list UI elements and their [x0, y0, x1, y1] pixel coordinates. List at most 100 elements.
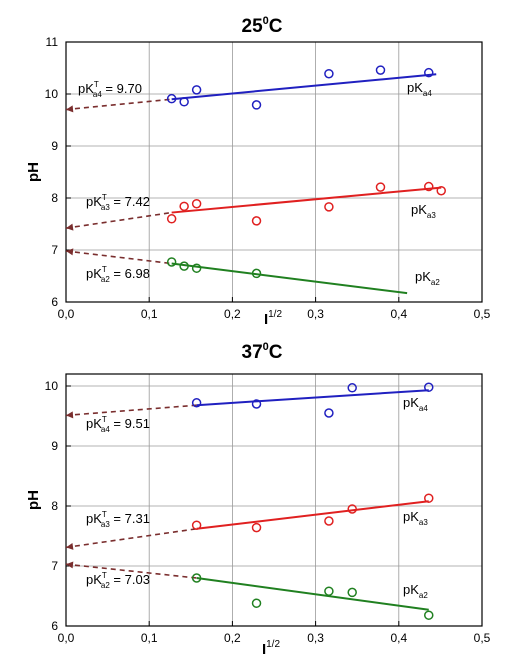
y-tick-label: 9: [51, 439, 58, 453]
data-point-pka3: [251, 522, 262, 533]
x-tick-label: 0,0: [58, 307, 75, 321]
chart-25c: 250C 0,0 0,1 0,2 0,3 0,4 0,5 6 7 8 9 10 11 pH I1/2…: [25, 15, 491, 328]
data-point-pka3: [324, 516, 334, 526]
data-point-pka4: [424, 67, 434, 78]
data-point-pka4: [324, 408, 334, 418]
data-point-pka3: [179, 201, 189, 212]
data-point-pka4: [191, 398, 202, 408]
y-tick-label: 10: [45, 87, 59, 101]
y-tick-label: 11: [46, 35, 59, 49]
title-degree: 0: [263, 15, 269, 27]
data-point-pka3: [324, 202, 334, 212]
extrapolation-line-pka2: [65, 250, 172, 265]
x-axis-label-main: I: [264, 311, 268, 328]
chart-25c-intercept-pka2: pKT a2 = 6.98: [86, 265, 150, 284]
fit-line-pka2: [196, 577, 429, 611]
x-tick-label: 0,4: [390, 631, 407, 645]
chart-37c-series: [65, 382, 434, 620]
data-point-pka4: [191, 85, 202, 95]
extrapolation-line-pka4: [65, 98, 172, 111]
intercept-arrowhead-pka3: [66, 223, 74, 231]
chart-37c-y-ticks: 6 7 8 9 10: [45, 379, 71, 633]
x-axis-label-main: I: [262, 641, 266, 658]
data-point-pka2: [251, 268, 262, 279]
y-tick-label: 6: [51, 619, 58, 633]
intercept-arrowhead-pka2: [66, 248, 74, 256]
data-point-pka4: [424, 382, 434, 392]
y-tick-label: 9: [51, 139, 58, 153]
fit-line-pka4: [196, 389, 429, 407]
data-point-pka3: [424, 181, 434, 192]
data-point-pka3: [251, 216, 262, 226]
chart-25c-intercept-pka3: pKT a3 = 7.42: [86, 193, 150, 212]
intercept-arrowhead-pka4: [66, 411, 74, 419]
chart-37c-x-ticks: 0,0 0,1 0,2 0,3 0,4 0,5: [58, 621, 491, 645]
extrapolation-line-pka3: [65, 528, 197, 549]
chart-25c-x-ticks: 0,0 0,1 0,2 0,3 0,4 0,5: [58, 297, 491, 321]
chart-37c-y-axis-label: pH: [25, 490, 42, 510]
x-axis-label-superscript: 1/2: [268, 309, 282, 320]
chart-25c-intercept-pka4: pKT a4 = 9.70: [78, 80, 142, 99]
data-point-pka3: [191, 198, 202, 209]
chart-37c-series-label-pka4: pKa4: [403, 395, 428, 413]
x-axis-label-superscript: 1/2: [266, 639, 280, 650]
chart-25c-y-axis-label: pH: [25, 162, 42, 182]
extrapolation-line-pka3: [65, 211, 172, 229]
intercept-arrowhead-pka2: [66, 561, 74, 569]
title-degree: 0: [263, 341, 269, 353]
y-tick-label: 6: [51, 295, 58, 309]
data-point-pka2: [191, 263, 202, 273]
fit-line-pka2: [171, 262, 408, 295]
extrapolation-line-pka2: [65, 563, 197, 579]
intercept-arrowhead-pka3: [66, 542, 74, 550]
y-tick-label: 8: [51, 499, 58, 513]
data-point-pka4: [324, 68, 334, 79]
fit-line-pka3: [196, 500, 429, 530]
data-point-pka2: [251, 598, 262, 608]
x-tick-label: 0,5: [474, 631, 491, 645]
chart-37c-intercept-pka4: pKT a4 = 9.51: [86, 415, 150, 434]
extrapolation-line-pka4: [65, 404, 197, 417]
chart-37c-intercept-pka2: pKT a2 = 7.03: [86, 571, 150, 590]
chart-37c-x-axis-label: I1/2: [262, 639, 281, 658]
y-tick-label: 10: [45, 379, 59, 393]
chart-25c-series: [65, 65, 446, 295]
data-point-pka2: [166, 257, 177, 267]
chart-25c-title: 250C: [242, 15, 283, 37]
chart-25c-series-label-pka4: pKa4: [407, 80, 432, 98]
chart-37c: 370C 0,0 0,1 0,2 0,3 0,4 0,5 6 7 8 9 10 pH I1/2 p…: [25, 341, 491, 658]
x-tick-label: 0,1: [141, 307, 158, 321]
data-point-pka2: [191, 573, 202, 583]
chart-25c-grid: [66, 42, 482, 302]
y-tick-label: 7: [51, 559, 58, 573]
data-point-pka2: [424, 610, 434, 620]
chart-37c-title: 370C: [242, 341, 283, 363]
fit-line-pka4: [171, 73, 437, 101]
data-point-pka4: [251, 100, 262, 110]
x-tick-label: 0,0: [58, 631, 75, 645]
chart-37c-grid: [66, 374, 482, 626]
data-point-pka4: [251, 399, 262, 409]
x-tick-label: 0,4: [390, 307, 407, 321]
x-tick-label: 0,3: [307, 631, 324, 645]
data-point-pka4: [166, 93, 177, 104]
data-point-pka4: [375, 65, 386, 75]
title-number: 37: [242, 342, 263, 363]
chart-25c-series-label-pka2: pKa2: [415, 269, 440, 287]
x-tick-label: 0,3: [307, 307, 324, 321]
intercept-arrowhead-pka4: [66, 105, 74, 113]
chart-25c-series-label-pka3: pKa3: [411, 202, 436, 220]
data-point-pka2: [179, 261, 189, 271]
data-point-pka3: [347, 504, 357, 514]
x-tick-label: 0,2: [224, 631, 241, 645]
title-unit: C: [269, 342, 283, 363]
x-tick-label: 0,2: [224, 307, 241, 321]
data-point-pka2: [347, 587, 357, 598]
y-tick-label: 8: [51, 191, 58, 205]
chart-25c-y-ticks: 6 7 8 9 10 11: [45, 35, 71, 309]
chart-37c-plot-frame: [65, 373, 483, 627]
data-point-pka3: [436, 185, 446, 196]
data-point-pka2: [324, 586, 334, 596]
chart-37c-series-label-pka3: pKa3: [403, 509, 428, 527]
